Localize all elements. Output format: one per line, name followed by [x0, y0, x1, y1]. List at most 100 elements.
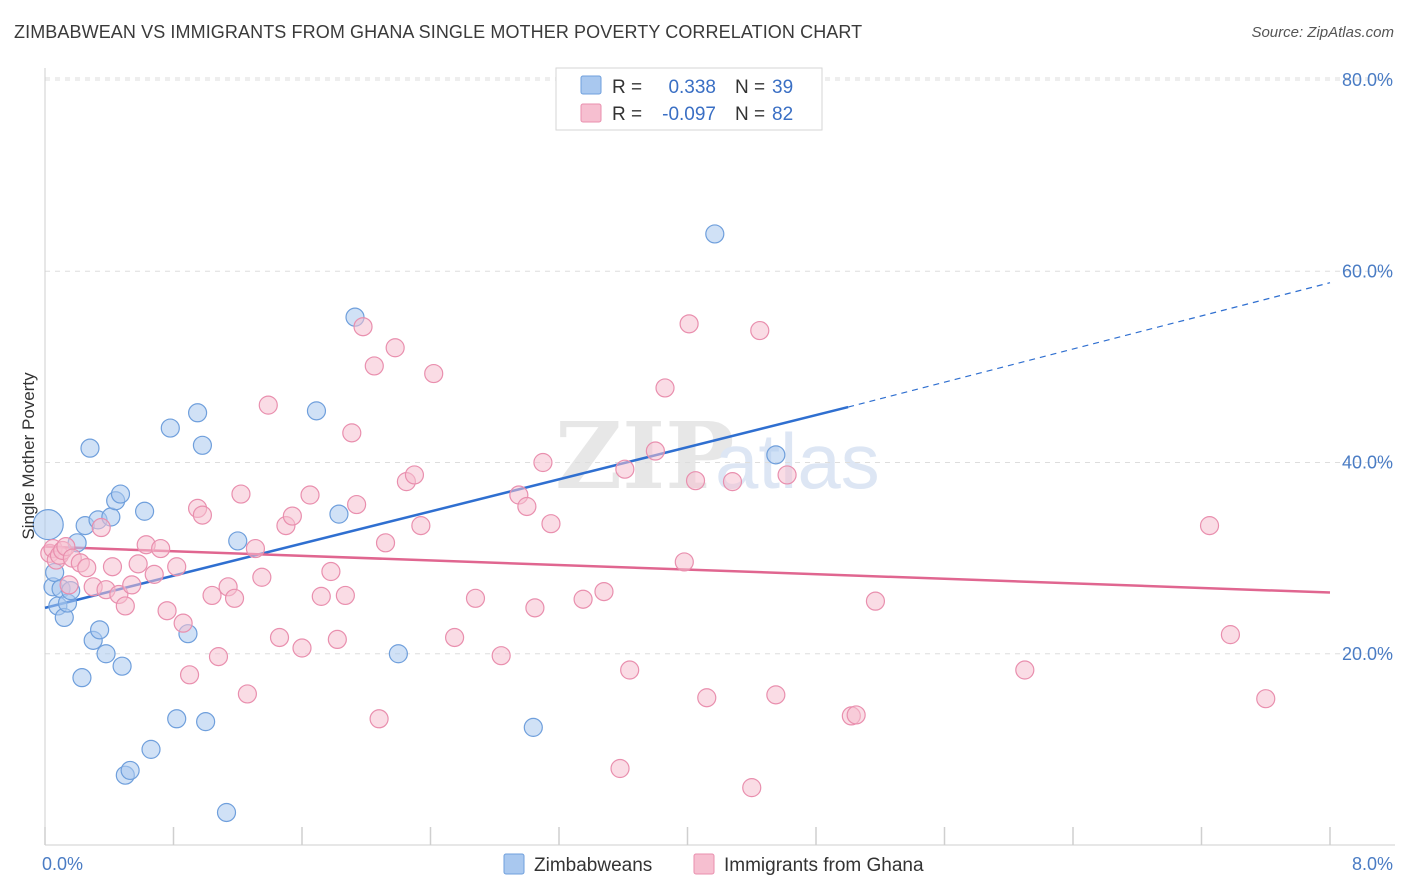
y-tick-label-3: 80.0% — [1342, 70, 1393, 90]
point-ghana-60 — [517, 496, 537, 517]
legend-n-value-2: 82 — [772, 104, 793, 125]
point-ghana-32 — [237, 684, 257, 704]
point-ghana-20 — [151, 538, 171, 559]
grid-lines — [45, 77, 1395, 655]
point-ghana-76 — [742, 778, 762, 798]
point-ghana-65 — [594, 581, 614, 602]
point-zimbabwean-21 — [120, 760, 140, 781]
point-ghana-43 — [327, 629, 347, 650]
point-ghana-67 — [615, 459, 635, 479]
data-points — [32, 224, 1276, 823]
axes — [44, 68, 1395, 846]
point-zimbabwean-33 — [329, 504, 349, 524]
point-ghana-62 — [533, 452, 553, 473]
point-ghana-79 — [777, 465, 797, 485]
point-ghana-54 — [411, 516, 431, 536]
correlation-legend: R = 0.338 N = 39 R = -0.097 N = 82 — [555, 67, 823, 131]
point-zimbabwean-29 — [196, 712, 216, 732]
y-tick-label-1: 40.0% — [1342, 453, 1393, 473]
point-ghana-70 — [655, 378, 675, 398]
chart-title: ZIMBABWEAN VS IMMIGRANTS FROM GHANA SING… — [14, 22, 863, 42]
point-zimbabwean-38 — [766, 445, 786, 465]
point-ghana-44 — [335, 585, 355, 606]
point-zimbabwean-25 — [167, 709, 187, 729]
point-ghana-42 — [321, 561, 341, 582]
y-axis-label: Single Mother Poverty — [19, 372, 38, 540]
point-ghana-61 — [525, 598, 545, 618]
point-zimbabwean-30 — [216, 802, 237, 823]
point-ghana-55 — [424, 363, 444, 384]
point-ghana-63 — [541, 514, 561, 534]
point-ghana-66 — [610, 758, 630, 779]
series-legend-label-ghana: Immigrants from Ghana — [724, 855, 924, 876]
point-ghana-50 — [375, 533, 396, 553]
point-ghana-36 — [269, 627, 290, 648]
point-zimbabwean-37 — [705, 224, 725, 244]
point-ghana-38 — [282, 506, 302, 526]
point-zimbabwean-28 — [192, 435, 213, 455]
point-ghana-69 — [645, 441, 665, 461]
point-ghana-47 — [353, 317, 373, 337]
point-ghana-23 — [173, 613, 193, 633]
point-zimbabwean-36 — [523, 717, 543, 737]
point-ghana-33 — [245, 538, 266, 559]
point-ghana-24 — [179, 665, 200, 685]
watermark-zip: ZIP — [555, 402, 734, 510]
point-zimbabwean-22 — [134, 501, 155, 521]
legend-r-value-2: -0.097 — [662, 104, 716, 125]
point-zimbabwean-31 — [228, 531, 248, 551]
point-zimbabwean-15 — [96, 644, 116, 664]
legend-n-label-1: N = — [735, 77, 765, 98]
point-ghana-17 — [128, 554, 148, 574]
point-ghana-84 — [1199, 516, 1220, 536]
legend-swatch-blue — [580, 75, 602, 95]
point-ghana-49 — [369, 709, 389, 729]
point-ghana-58 — [491, 646, 511, 666]
point-ghana-73 — [685, 471, 706, 491]
point-ghana-45 — [342, 423, 362, 443]
legend-n-label-2: N = — [735, 104, 765, 125]
y-tick-label-2: 60.0% — [1342, 261, 1393, 281]
point-ghana-41 — [311, 586, 331, 606]
series-legend: Zimbabweans Immigrants from Ghana — [503, 853, 924, 876]
point-ghana-85 — [1220, 625, 1241, 645]
point-ghana-16 — [122, 575, 142, 595]
point-ghana-77 — [750, 320, 770, 341]
series-legend-swatch-ghana — [693, 853, 715, 875]
y-tick-label-0: 20.0% — [1342, 644, 1393, 664]
point-ghana-82 — [865, 591, 886, 611]
point-ghana-75 — [722, 472, 743, 492]
legend-n-value-1: 39 — [772, 77, 793, 98]
x-tick-label-1: 8.0% — [1352, 854, 1393, 874]
point-ghana-34 — [252, 567, 272, 587]
point-ghana-83 — [1015, 660, 1035, 680]
point-ghana-19 — [144, 564, 164, 584]
point-zimbabwean-9 — [72, 668, 92, 688]
series-legend-swatch-zimbabweans — [503, 853, 525, 875]
point-zimbabwean-27 — [187, 403, 208, 423]
point-ghana-72 — [679, 314, 699, 334]
point-ghana-74 — [697, 688, 717, 708]
point-ghana-11 — [91, 517, 111, 538]
point-zimbabwean-24 — [160, 418, 180, 438]
x-tick-label-0: 0.0% — [42, 854, 83, 874]
point-zimbabwean-14 — [90, 620, 110, 640]
point-ghana-27 — [202, 585, 222, 606]
point-ghana-64 — [573, 589, 593, 609]
tick-labels: 20.0% 40.0% 60.0% 80.0% 0.0% 8.0% — [42, 70, 1393, 874]
point-zimbabwean-35 — [388, 644, 408, 664]
point-ghana-53 — [404, 465, 425, 485]
point-zimbabwean-23 — [141, 739, 161, 759]
watermark: ZIP atlas — [555, 402, 880, 510]
point-ghana-15 — [115, 596, 135, 616]
point-ghana-78 — [766, 685, 786, 705]
point-ghana-86 — [1256, 689, 1276, 709]
point-ghana-21 — [157, 601, 177, 621]
point-ghana-71 — [674, 552, 694, 572]
point-zimbabwean-19 — [112, 656, 132, 676]
point-ghana-26 — [192, 505, 213, 525]
point-ghana-31 — [231, 484, 251, 504]
point-ghana-39 — [292, 638, 312, 658]
point-ghana-9 — [77, 558, 97, 578]
